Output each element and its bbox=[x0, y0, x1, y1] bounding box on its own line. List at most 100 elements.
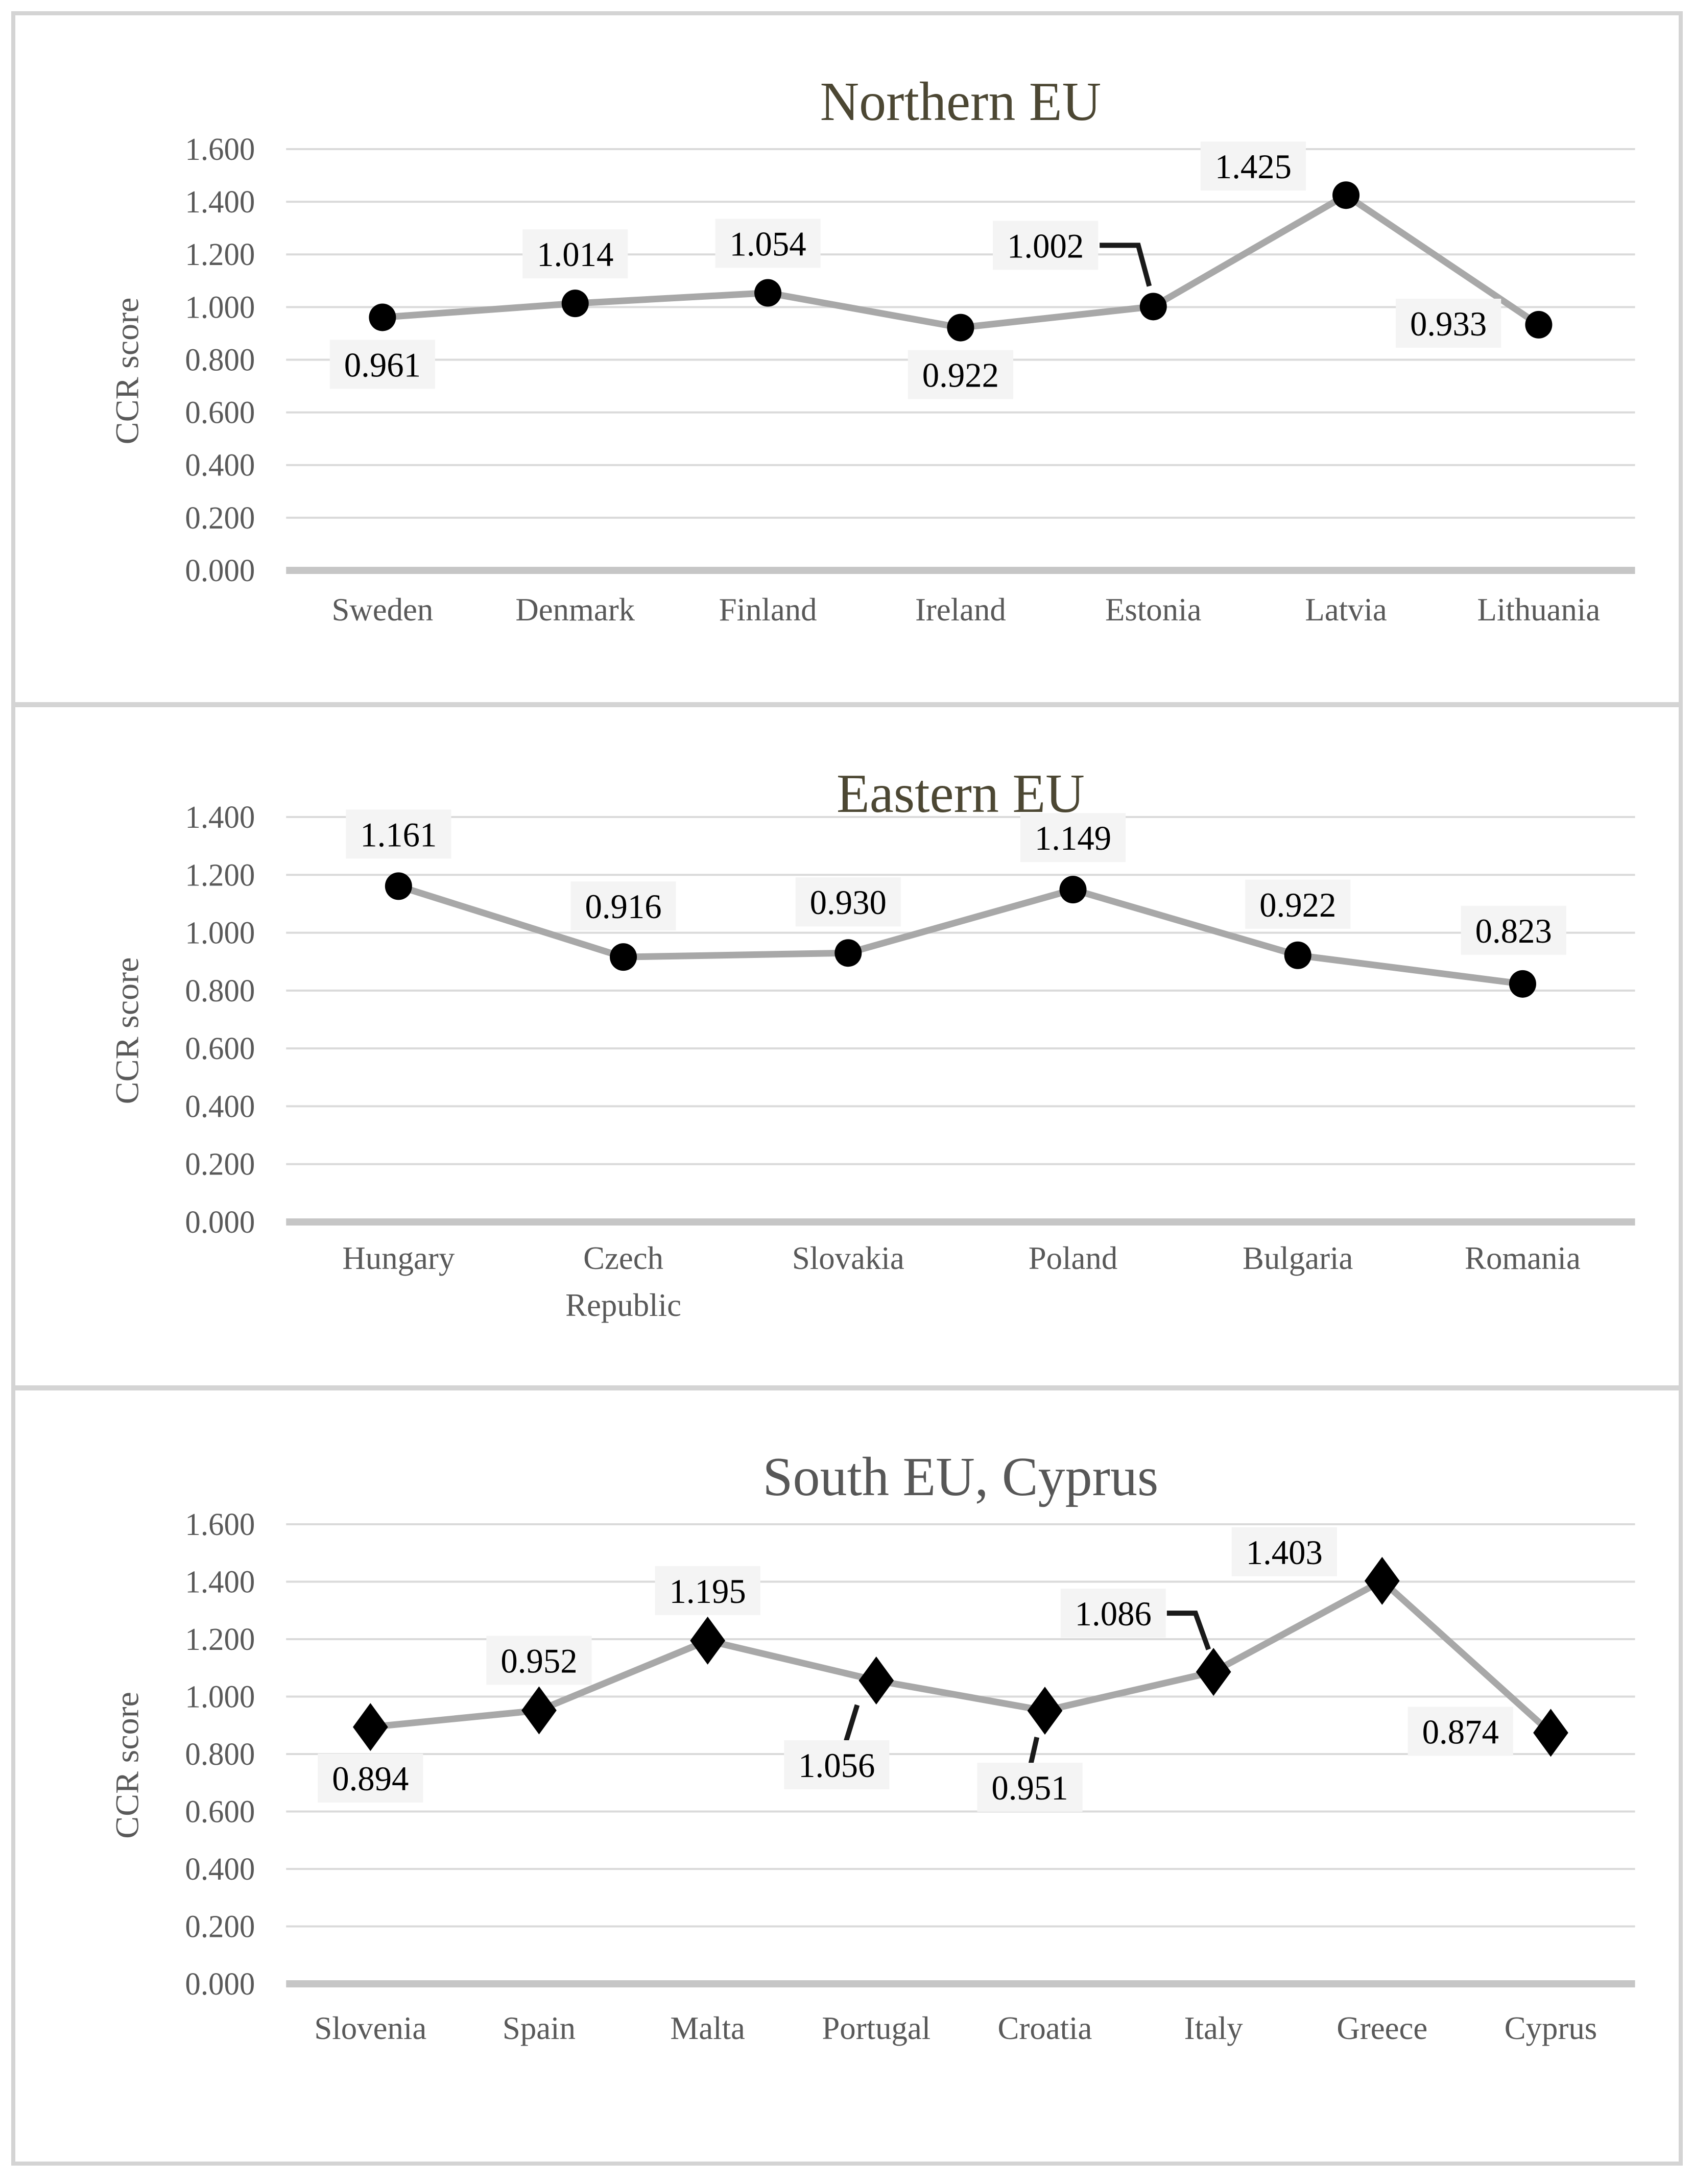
panel-separator bbox=[15, 702, 1679, 707]
x-category-label: Denmark bbox=[515, 591, 635, 628]
data-label: 0.894 bbox=[332, 1760, 409, 1798]
y-tick-label: 0.600 bbox=[185, 1031, 255, 1067]
y-tick-label: 0.200 bbox=[185, 500, 255, 536]
y-axis-title: CCR score bbox=[109, 298, 146, 445]
data-label-box bbox=[329, 340, 436, 389]
data-point-marker bbox=[352, 1703, 388, 1751]
y-tick-label: 1.200 bbox=[185, 237, 255, 273]
y-tick-label: 0.400 bbox=[185, 1089, 255, 1124]
y-tick-label: 0.000 bbox=[185, 1967, 255, 2002]
data-point-marker bbox=[610, 943, 637, 971]
data-point-marker bbox=[947, 314, 974, 342]
y-tick-label: 1.400 bbox=[185, 1565, 255, 1600]
y-tick-label: 0.000 bbox=[185, 554, 255, 589]
data-label-box bbox=[486, 1636, 592, 1685]
data-label-box bbox=[1020, 813, 1126, 862]
figure-frame: 0.000 0.200 0.400 0.600 0.800 1.000 1.200 1.400… bbox=[11, 11, 1683, 2166]
y-tick-label: 1.400 bbox=[185, 185, 255, 220]
data-label: 0.930 bbox=[810, 883, 887, 922]
y-tick-label: 1.400 bbox=[185, 800, 255, 835]
data-point-marker bbox=[1196, 1648, 1231, 1696]
y-tick-label: 0.600 bbox=[185, 1794, 255, 1830]
data-label-box bbox=[993, 221, 1099, 270]
data-label-box bbox=[655, 1566, 760, 1615]
data-label: 1.195 bbox=[670, 1572, 746, 1611]
x-category-label: Slovakia bbox=[792, 1239, 904, 1276]
x-category-label: Republic bbox=[565, 1286, 681, 1323]
leader-line bbox=[1166, 1611, 1211, 1650]
chart-title: South EU, Cyprus bbox=[763, 1447, 1159, 1507]
data-label: 1.086 bbox=[1075, 1595, 1152, 1634]
panel-south-eu-cyprus: 0.000 0.200 0.400 0.600 0.800 1.000 1.200 1.400… bbox=[15, 1390, 1679, 2162]
data-point-marker bbox=[1533, 1709, 1568, 1757]
data-label-box bbox=[908, 350, 1014, 399]
y-tick-label: 0.800 bbox=[185, 973, 255, 1009]
data-label: 0.922 bbox=[922, 356, 999, 395]
data-point-marker bbox=[1509, 970, 1536, 998]
y-tick-label: 0.600 bbox=[185, 395, 255, 430]
data-label-box bbox=[1461, 905, 1566, 955]
x-category-label: Cyprus bbox=[1505, 2009, 1597, 2046]
y-tick-label: 0.800 bbox=[185, 1737, 255, 1772]
data-label-box bbox=[1407, 1707, 1513, 1756]
data-label: 0.951 bbox=[991, 1769, 1068, 1808]
data-label-box bbox=[715, 219, 821, 268]
northern-eu-chart: 0.000 0.200 0.400 0.600 0.800 1.000 1.200 1.400… bbox=[109, 71, 1635, 628]
y-tick-label: 1.200 bbox=[185, 858, 255, 893]
x-category-label: Estonia bbox=[1105, 591, 1201, 628]
y-axis-title: CCR score bbox=[109, 957, 146, 1105]
data-point-marker bbox=[858, 1657, 894, 1705]
x-category-label: Slovenia bbox=[314, 2009, 426, 2046]
data-label: 1.161 bbox=[360, 815, 437, 854]
x-category-label: Czech bbox=[583, 1239, 663, 1276]
y-tick-label: 0.200 bbox=[185, 1147, 255, 1182]
data-label: 0.823 bbox=[1475, 911, 1552, 950]
y-tick-label: 1.600 bbox=[185, 132, 255, 167]
data-label-box bbox=[795, 877, 901, 927]
data-label: 0.916 bbox=[585, 887, 661, 926]
x-category-label: Ireland bbox=[915, 591, 1006, 628]
leader-line bbox=[844, 1704, 860, 1742]
series-line bbox=[397, 883, 1523, 988]
data-label-box bbox=[1060, 1589, 1166, 1638]
data-label: 0.961 bbox=[344, 346, 421, 385]
data-point-marker bbox=[754, 279, 782, 307]
data-label: 1.002 bbox=[1007, 227, 1084, 266]
y-tick-label: 1.000 bbox=[185, 1679, 255, 1715]
chart-title: Northern EU bbox=[820, 71, 1102, 132]
data-label: 0.933 bbox=[1410, 304, 1487, 343]
data-label-box bbox=[1245, 879, 1351, 929]
data-label-box bbox=[1231, 1527, 1337, 1576]
panel-separator bbox=[15, 1385, 1679, 1390]
x-category-label: Latvia bbox=[1305, 591, 1387, 628]
data-label-box bbox=[784, 1740, 890, 1789]
data-label: 1.403 bbox=[1246, 1533, 1323, 1572]
y-tick-label: 0.400 bbox=[185, 448, 255, 483]
x-category-label: Sweden bbox=[331, 591, 433, 628]
data-point-marker bbox=[1284, 941, 1311, 969]
x-category-label: Romania bbox=[1465, 1239, 1581, 1276]
data-point-marker bbox=[521, 1686, 557, 1735]
data-label-box bbox=[318, 1754, 423, 1803]
panel-northern-eu: 0.000 0.200 0.400 0.600 0.800 1.000 1.200 1.400… bbox=[15, 15, 1679, 702]
series-line bbox=[370, 1577, 1553, 1736]
data-label: 1.425 bbox=[1215, 148, 1292, 186]
x-category-label: Malta bbox=[670, 2009, 745, 2046]
data-point-marker bbox=[690, 1616, 726, 1665]
x-category-label: Hungary bbox=[342, 1239, 455, 1276]
leader-line bbox=[1100, 243, 1152, 287]
y-tick-label: 1.200 bbox=[185, 1622, 255, 1658]
data-point-marker bbox=[1364, 1556, 1400, 1605]
data-point-marker bbox=[1332, 181, 1360, 209]
data-label: 1.056 bbox=[798, 1746, 875, 1785]
x-category-label: Lithuania bbox=[1477, 591, 1601, 628]
data-point-marker bbox=[385, 872, 412, 900]
data-label-box bbox=[977, 1763, 1083, 1812]
y-axis-title: CCR score bbox=[109, 1692, 146, 1839]
x-category-label: Croatia bbox=[998, 2009, 1092, 2046]
y-tick-label: 0.400 bbox=[185, 1852, 255, 1887]
data-label-box bbox=[1396, 298, 1501, 348]
eastern-eu-chart: 0.000 0.200 0.400 0.600 0.800 1.000 1.200 1.400… bbox=[109, 763, 1635, 1323]
y-tick-label: 1.000 bbox=[185, 916, 255, 951]
panel-eastern-eu: 0.000 0.200 0.400 0.600 0.800 1.000 1.200 1.400… bbox=[15, 707, 1679, 1385]
